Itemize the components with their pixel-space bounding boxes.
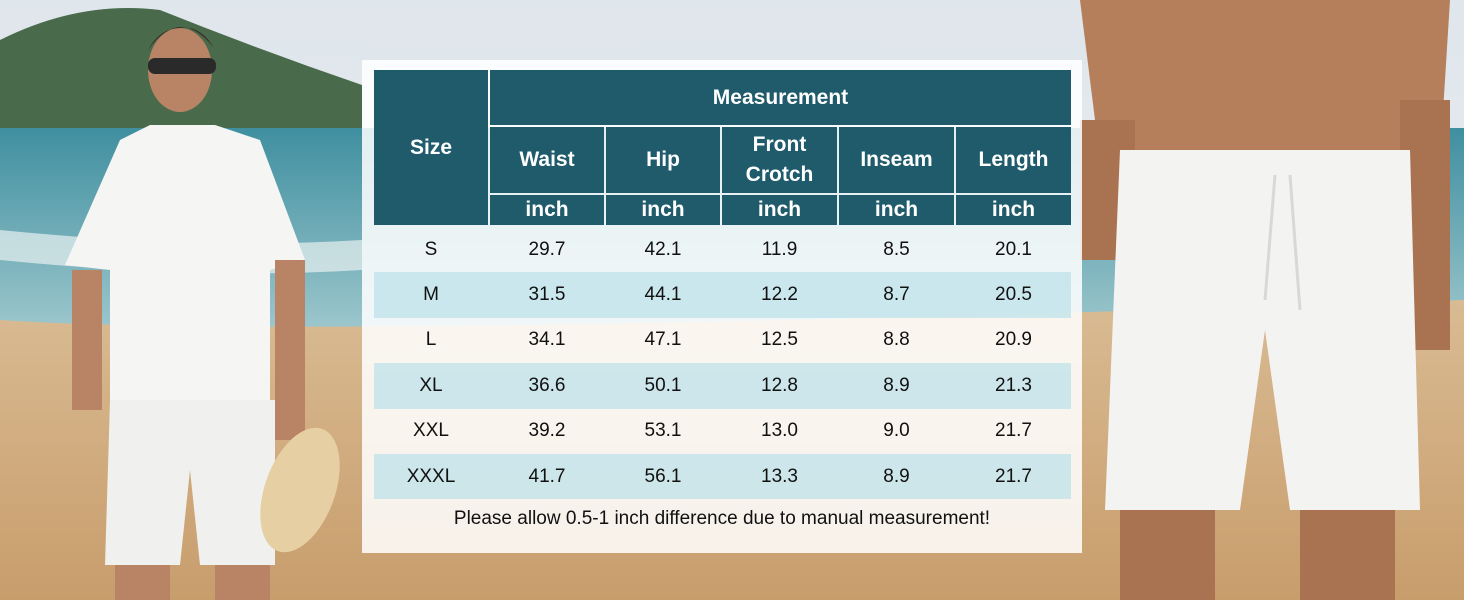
size-cell: XXXL [406, 465, 456, 487]
value-cell: 8.9 [883, 374, 910, 396]
unit-label: inch [956, 195, 1071, 225]
row-band [374, 454, 1071, 500]
value-cell: 31.5 [528, 284, 566, 306]
row-band [374, 363, 1071, 409]
value-cell: 13.0 [761, 420, 798, 442]
column-header: Waist [490, 127, 604, 193]
value-cell: 12.2 [761, 284, 798, 306]
column-header: Front Crotch [722, 127, 837, 193]
value-cell: 8.8 [883, 329, 910, 351]
value-cell: 41.7 [528, 465, 566, 487]
value-cell: 8.7 [883, 284, 910, 306]
unit-label: inch [839, 195, 954, 225]
size-cell: L [425, 329, 437, 351]
unit-label: inch [722, 195, 837, 225]
size-cell: XXL [413, 420, 449, 442]
value-cell: 34.1 [528, 329, 566, 351]
unit-label: inch [606, 195, 720, 225]
value-cell: 21.7 [995, 420, 1032, 442]
column-header: Hip [606, 127, 720, 193]
value-cell: 13.3 [761, 465, 798, 487]
value-cell: 50.1 [644, 374, 682, 396]
value-cell: 44.1 [644, 284, 682, 306]
value-cell: 36.6 [528, 374, 566, 396]
row-band [374, 272, 1071, 318]
value-cell: 53.1 [644, 420, 682, 442]
value-cell: 12.5 [761, 329, 798, 351]
unit-label: inch [490, 195, 604, 225]
value-cell: 21.7 [995, 465, 1032, 487]
value-cell: 56.1 [644, 465, 682, 487]
size-cell: XL [419, 374, 443, 396]
size-header: Size [374, 70, 488, 225]
value-cell: 29.7 [528, 238, 566, 260]
value-cell: 21.3 [995, 374, 1032, 396]
column-header: Length [956, 127, 1071, 193]
value-cell: 20.5 [995, 284, 1032, 306]
group-header: Measurement [490, 70, 1071, 125]
value-cell: 20.9 [995, 329, 1032, 351]
value-cell: 42.1 [644, 238, 682, 260]
value-cell: 47.1 [644, 329, 682, 351]
column-header: Inseam [839, 127, 954, 193]
value-cell: 12.8 [761, 374, 798, 396]
size-cell: M [423, 284, 439, 306]
value-cell: 8.5 [883, 238, 910, 260]
value-cell: 20.1 [995, 238, 1032, 260]
note: Please allow 0.5-1 inch difference due t… [453, 508, 991, 529]
value-cell: 8.9 [883, 465, 910, 487]
value-cell: 11.9 [761, 238, 798, 260]
value-cell: 9.0 [883, 420, 910, 442]
value-cell: 39.2 [528, 420, 566, 442]
size-cell: S [424, 238, 438, 260]
